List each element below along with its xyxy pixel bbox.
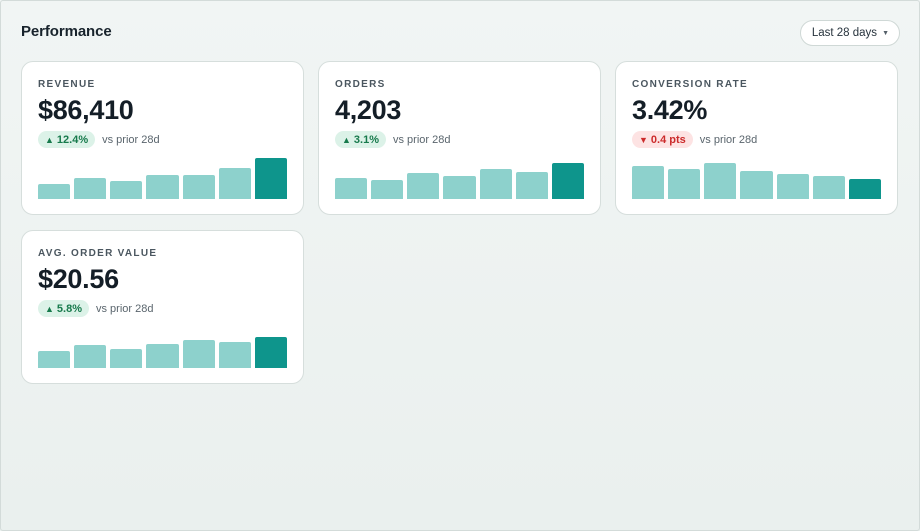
comparison-label: vs prior 28d bbox=[96, 302, 154, 315]
triangle-up-icon: ▲ bbox=[45, 303, 54, 314]
delta-value: 12.4% bbox=[56, 133, 89, 146]
metric-card-revenue: REVENUE $86,410 ▲ 12.4% vs prior 28d bbox=[21, 61, 304, 215]
sparkline-bar bbox=[551, 163, 584, 199]
delta-row: ▲ 12.4% vs prior 28d bbox=[38, 131, 160, 148]
sparkline-bar bbox=[110, 181, 143, 199]
triangle-up-icon: ▲ bbox=[45, 134, 54, 145]
delta-badge: ▼ 0.4 pts bbox=[632, 131, 693, 148]
delta-badge: ▲ 12.4% bbox=[38, 131, 96, 148]
metric-label: AVG. ORDER VALUE bbox=[38, 248, 158, 259]
comparison-label: vs prior 28d bbox=[699, 133, 758, 146]
sparkline-bars bbox=[632, 157, 881, 199]
sparkline-bar bbox=[74, 178, 107, 199]
sparkline-bar bbox=[443, 176, 476, 199]
sparkline-bar bbox=[704, 163, 737, 199]
sparkline-bar bbox=[479, 169, 512, 199]
sparkline-bar bbox=[110, 349, 143, 368]
sparkline-bars bbox=[335, 157, 584, 199]
sparkline-bar bbox=[740, 171, 773, 199]
sparkline-bar bbox=[146, 175, 179, 199]
sparkline-bar bbox=[515, 172, 548, 199]
metric-card-conversion-rate: CONVERSION RATE 3.42% ▼ 0.4 pts vs prior… bbox=[615, 61, 898, 215]
metric-card-orders: ORDERS 4,203 ▲ 3.1% vs prior 28d bbox=[318, 61, 601, 215]
triangle-down-icon: ▼ bbox=[639, 134, 648, 145]
metric-card-avg-order-value: AVG. ORDER VALUE $20.56 ▲ 5.8% vs prior … bbox=[21, 230, 304, 384]
sparkline-bar bbox=[182, 340, 215, 368]
delta-badge: ▲ 3.1% bbox=[335, 131, 386, 148]
sparkline-bar bbox=[668, 169, 701, 199]
comparison-label: vs prior 28d bbox=[102, 133, 160, 146]
sparkline-bar bbox=[407, 173, 440, 199]
sparkline-bar bbox=[218, 168, 251, 199]
sparkline-bars bbox=[38, 157, 287, 199]
sparkline-bar bbox=[371, 180, 404, 199]
metric-value: 4,203 bbox=[335, 95, 402, 125]
delta-row: ▲ 3.1% vs prior 28d bbox=[335, 131, 450, 148]
metric-label: REVENUE bbox=[38, 79, 96, 90]
page-title: Performance bbox=[21, 23, 112, 40]
date-range-label: Last 28 days bbox=[811, 27, 878, 39]
delta-value: 3.1% bbox=[353, 133, 379, 146]
metric-value: $20.56 bbox=[38, 264, 119, 294]
comparison-label: vs prior 28d bbox=[393, 133, 451, 146]
page-header: Performance Last 28 days ▼ bbox=[21, 20, 900, 46]
sparkline-bar bbox=[776, 174, 809, 199]
metric-value: 3.42% bbox=[632, 95, 708, 125]
delta-row: ▲ 5.8% vs prior 28d bbox=[38, 300, 153, 317]
metric-label: ORDERS bbox=[335, 79, 386, 90]
sparkline-bar bbox=[218, 342, 251, 368]
sparkline-bar bbox=[254, 337, 287, 368]
sparkline-bars bbox=[38, 326, 287, 368]
delta-value: 5.8% bbox=[56, 302, 82, 315]
sparkline-bar bbox=[812, 176, 845, 199]
sparkline-bar bbox=[74, 345, 107, 368]
triangle-up-icon: ▲ bbox=[342, 134, 351, 145]
metric-value: $86,410 bbox=[38, 95, 134, 125]
sparkline-bar bbox=[38, 184, 71, 199]
sparkline-bar bbox=[335, 178, 368, 199]
delta-row: ▼ 0.4 pts vs prior 28d bbox=[632, 131, 757, 148]
sparkline-bar bbox=[254, 158, 287, 199]
sparkline-bar bbox=[632, 166, 665, 199]
date-range-button[interactable]: Last 28 days ▼ bbox=[799, 20, 900, 46]
sparkline-bar bbox=[182, 175, 215, 199]
caret-down-icon: ▼ bbox=[882, 29, 889, 37]
sparkline-bar bbox=[848, 179, 881, 199]
delta-badge: ▲ 5.8% bbox=[38, 300, 89, 317]
delta-value: 0.4 pts bbox=[650, 133, 686, 146]
metric-label: CONVERSION RATE bbox=[632, 79, 748, 90]
sparkline-bar bbox=[146, 344, 179, 368]
sparkline-bar bbox=[38, 351, 71, 368]
